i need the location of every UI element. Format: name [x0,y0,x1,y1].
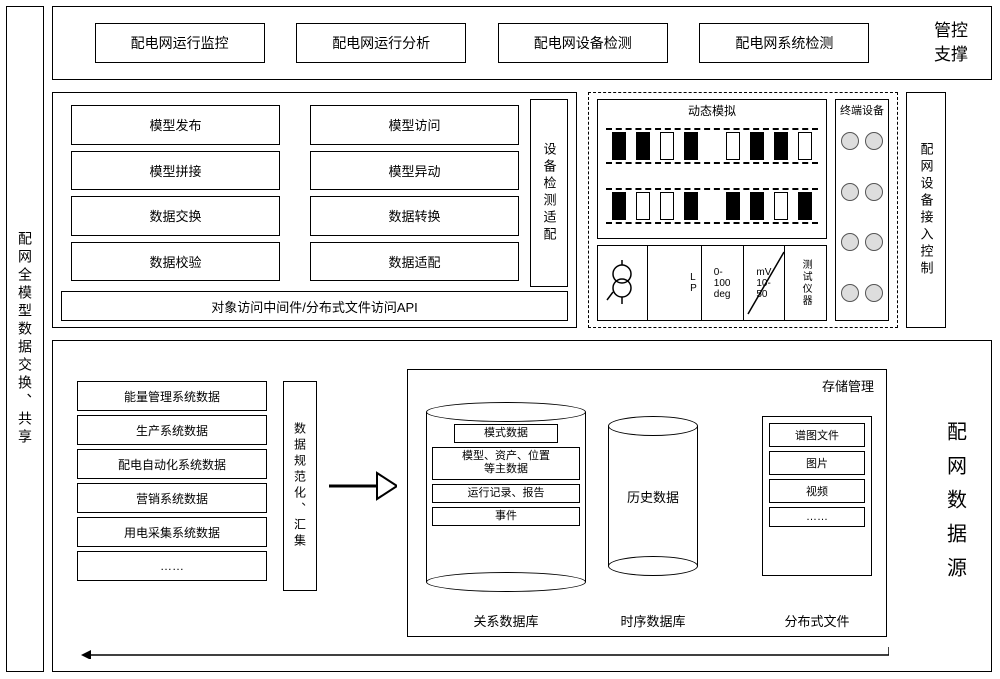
terminal-dot-icon [865,132,883,150]
grid-item: 模型访问 [310,105,519,145]
top-right-label: 管控 支撑 [911,19,991,67]
transformer-icon [605,258,639,308]
grid-item: 模型拼接 [71,151,280,191]
stack-row: 配电自动化系统数据 [77,449,267,479]
left-sidebar-label: 配网全模型数据交换、共享 [6,6,44,672]
terminal-dot-icon [841,132,859,150]
right-control-label: 配网设备接入控制 [906,92,946,328]
terminal-dot-icon [841,183,859,201]
return-arrow-icon [79,645,889,659]
grid-item: 数据校验 [71,242,280,282]
top-control-block: 配电网运行监控 配电网运行分析 配电网设备检测 配电网系统检测 管控 支撑 [52,6,992,80]
storage-zone: 存储管理 模式数据 模型、资产、位置 等主数据 运行记录、报告 事件 关系数据库… [407,369,887,637]
stack-row: 营销系统数据 [77,483,267,513]
grid-item: 数据适配 [310,242,519,282]
bus-row [606,182,818,230]
left-sidebar-text: 配网全模型数据交换、共享 [15,231,35,447]
terminal-dot-icon [865,183,883,201]
flow-arrow-icon [327,461,397,511]
top-item: 配电网运行监控 [95,23,265,63]
source-stack: 能量管理系统数据 生产系统数据 配电自动化系统数据 营销系统数据 用电采集系统数… [77,381,267,585]
terminal-dot-icon [841,284,859,302]
top-item: 配电网系统检测 [699,23,869,63]
terminal-devices-box: 终端设备 [835,99,889,321]
grid-item: 数据交换 [71,196,280,236]
bus-row [606,122,818,170]
sim-title: 动态模拟 [598,102,826,119]
simulation-block: 动态模拟 [588,92,898,328]
db-caption: 分布式文件 [762,611,872,630]
grid-item: 模型发布 [71,105,280,145]
terminal-dot-icon [865,233,883,251]
storage-label: 存储管理 [822,376,874,395]
normalize-label: 数据规范化、汇集 [283,381,317,591]
grid-item: 数据转换 [310,196,519,236]
stack-row: 生产系统数据 [77,415,267,445]
top-item: 配电网设备检测 [498,23,668,63]
stack-row: 能量管理系统数据 [77,381,267,411]
distributed-file-box: 谱图文件 图片 视频 …… [762,416,872,576]
model-grid: 模型发布 模型访问 模型拼接 模型异动 数据交换 数据转换 数据校验 数据适配 [61,99,529,287]
terminal-grid [840,118,884,316]
instrument-box: L P 0- 100 deg mV 10- 50 测试仪器 [597,245,827,321]
timeseries-db-cylinder: 历史数据 [608,416,698,576]
dynamic-sim-box: 动态模拟 [597,99,827,239]
relational-db-cylinder: 模式数据 模型、资产、位置 等主数据 运行记录、报告 事件 [426,402,586,592]
top-item: 配电网运行分析 [296,23,466,63]
model-services-block: 模型发布 模型访问 模型拼接 模型异动 数据交换 数据转换 数据校验 数据适配 … [52,92,577,328]
db-caption: 时序数据库 [608,611,698,630]
terminal-dot-icon [865,284,883,302]
grid-item: 模型异动 [310,151,519,191]
stack-row: 用电采集系统数据 [77,517,267,547]
device-adapter-label: 设备检测适配 [530,99,568,287]
api-bar: 对象访问中间件/分布式文件访问API [61,291,568,321]
top-items-row: 配电网运行监控 配电网运行分析 配电网设备检测 配电网系统检测 [53,23,911,63]
data-source-block: 能量管理系统数据 生产系统数据 配电自动化系统数据 营销系统数据 用电采集系统数… [52,340,992,672]
terminal-dot-icon [841,233,859,251]
db-caption: 关系数据库 [426,611,586,630]
bottom-right-label: 配网数据源 [935,381,975,631]
stack-row: …… [77,551,267,581]
